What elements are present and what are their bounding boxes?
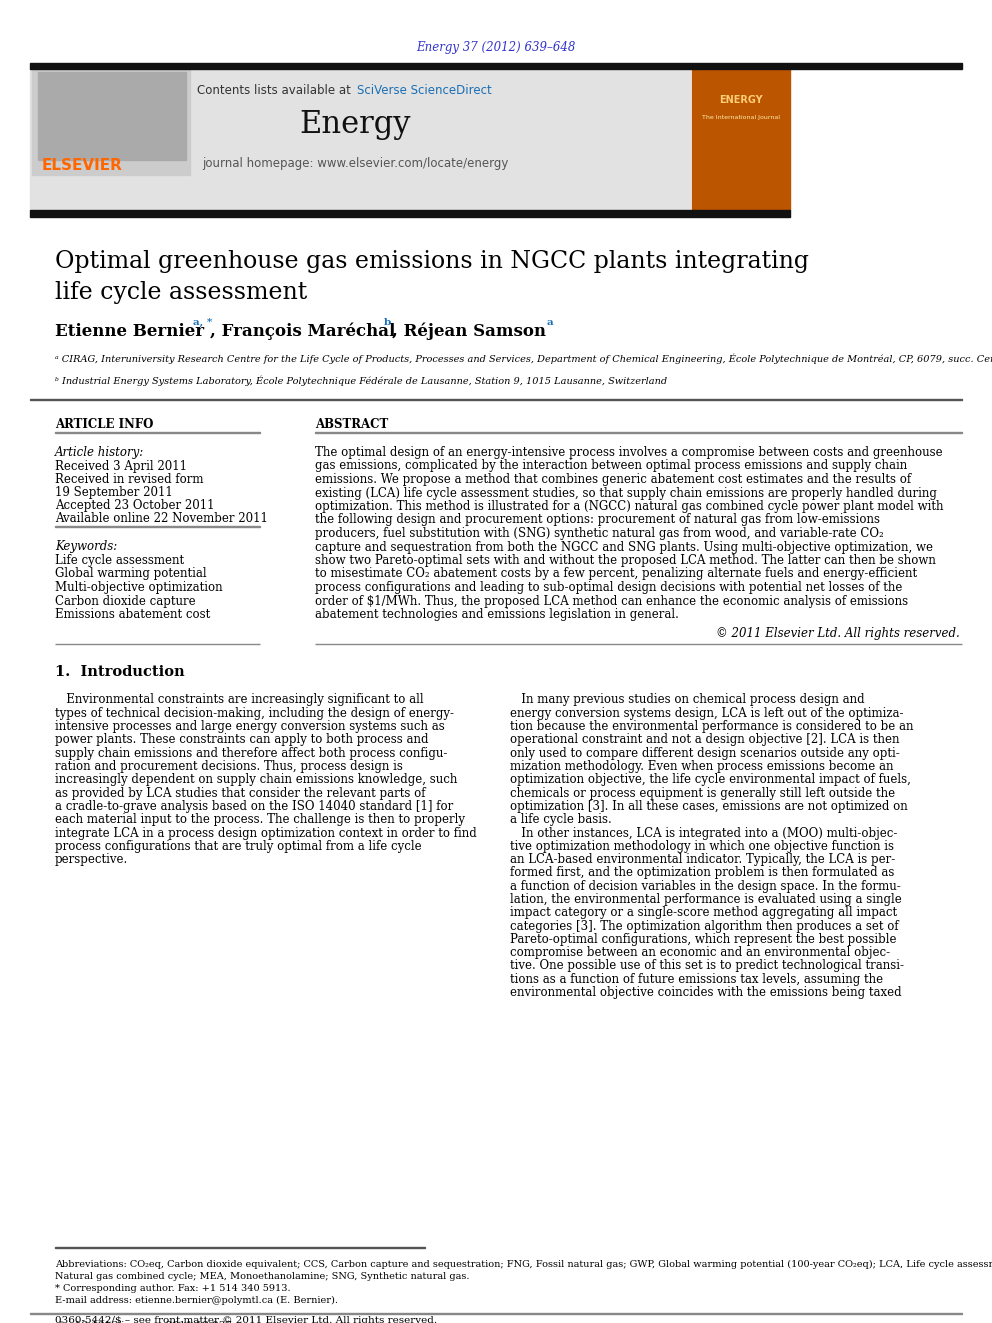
Text: impact category or a single-score method aggregating all impact: impact category or a single-score method… [510, 906, 897, 919]
Text: order of $1/MWh. Thus, the proposed LCA method can enhance the economic analysis: order of $1/MWh. Thus, the proposed LCA … [315, 594, 908, 607]
Text: intensive processes and large energy conversion systems such as: intensive processes and large energy con… [55, 720, 444, 733]
Text: Global warming potential: Global warming potential [55, 568, 206, 581]
Text: operational constraint and not a design objective [2]. LCA is then: operational constraint and not a design … [510, 733, 900, 746]
Text: SciVerse ScienceDirect: SciVerse ScienceDirect [357, 83, 492, 97]
Text: process configurations and leading to sub-optimal design decisions with potentia: process configurations and leading to su… [315, 581, 903, 594]
Text: In other instances, LCA is integrated into a (MOO) multi-objec-: In other instances, LCA is integrated in… [510, 827, 898, 840]
Text: The optimal design of an energy-intensive process involves a compromise between : The optimal design of an energy-intensiv… [315, 446, 942, 459]
Text: compromise between an economic and an environmental objec-: compromise between an economic and an en… [510, 946, 890, 959]
Text: mization methodology. Even when process emissions become an: mization methodology. Even when process … [510, 759, 894, 773]
Text: Energy 37 (2012) 639–648: Energy 37 (2012) 639–648 [417, 41, 575, 54]
Text: existing (LCA) life cycle assessment studies, so that supply chain emissions are: existing (LCA) life cycle assessment stu… [315, 487, 936, 500]
Text: Abbreviations: CO₂eq, Carbon dioxide equivalent; CCS, Carbon capture and sequest: Abbreviations: CO₂eq, Carbon dioxide equ… [55, 1259, 992, 1269]
Text: a cradle-to-grave analysis based on the ISO 14040 standard [1] for: a cradle-to-grave analysis based on the … [55, 800, 453, 812]
Text: ABSTRACT: ABSTRACT [315, 418, 388, 431]
Bar [38, 71, 186, 160]
Text: types of technical decision-making, including the design of energy-: types of technical decision-making, incl… [55, 706, 454, 720]
Text: optimization objective, the life cycle environmental impact of fuels,: optimization objective, the life cycle e… [510, 774, 911, 786]
Text: Optimal greenhouse gas emissions in NGCC plants integrating: Optimal greenhouse gas emissions in NGCC… [55, 250, 809, 273]
Text: Natural gas combined cycle; MEA, Monoethanolamine; SNG, Synthetic natural gas.: Natural gas combined cycle; MEA, Monoeth… [55, 1271, 469, 1281]
Text: energy conversion systems design, LCA is left out of the optimiza-: energy conversion systems design, LCA is… [510, 706, 904, 720]
Text: 1.  Introduction: 1. Introduction [55, 665, 185, 680]
Text: only used to compare different design scenarios outside any opti-: only used to compare different design sc… [510, 746, 900, 759]
Text: categories [3]. The optimization algorithm then produces a set of: categories [3]. The optimization algorit… [510, 919, 899, 933]
Text: supply chain emissions and therefore affect both process configu-: supply chain emissions and therefore aff… [55, 746, 447, 759]
Text: Received 3 April 2011: Received 3 April 2011 [55, 460, 187, 474]
Text: ration and procurement decisions. Thus, process design is: ration and procurement decisions. Thus, … [55, 759, 403, 773]
Text: increasingly dependent on supply chain emissions knowledge, such: increasingly dependent on supply chain e… [55, 774, 457, 786]
Text: © 2011 Elsevier Ltd. All rights reserved.: © 2011 Elsevier Ltd. All rights reserved… [716, 627, 960, 640]
Text: gas emissions, complicated by the interaction between optimal process emissions : gas emissions, complicated by the intera… [315, 459, 908, 472]
Text: a function of decision variables in the design space. In the formu-: a function of decision variables in the … [510, 880, 901, 893]
Text: lation, the environmental performance is evaluated using a single: lation, the environmental performance is… [510, 893, 902, 906]
Text: formed first, and the optimization problem is then formulated as: formed first, and the optimization probl… [510, 867, 895, 880]
Text: Environmental constraints are increasingly significant to all: Environmental constraints are increasing… [55, 693, 424, 706]
Bar [30, 67, 690, 210]
Bar [30, 210, 790, 217]
Text: tions as a function of future emissions tax levels, assuming the: tions as a function of future emissions … [510, 972, 883, 986]
Text: ᵇ Industrial Energy Systems Laboratory, École Polytechnique Fédérale de Lausanne: ᵇ Industrial Energy Systems Laboratory, … [55, 374, 668, 385]
Text: E-mail address: etienne.bernier@polymtl.ca (E. Bernier).: E-mail address: etienne.bernier@polymtl.… [55, 1297, 338, 1304]
Text: ARTICLE INFO: ARTICLE INFO [55, 418, 154, 431]
Text: life cycle assessment: life cycle assessment [55, 280, 308, 304]
Text: optimization [3]. In all these cases, emissions are not optimized on: optimization [3]. In all these cases, em… [510, 800, 908, 812]
Text: process configurations that are truly optimal from a life cycle: process configurations that are truly op… [55, 840, 422, 853]
Text: tion because the environmental performance is considered to be an: tion because the environmental performan… [510, 720, 914, 733]
Text: , François Maréchal: , François Maréchal [210, 323, 396, 340]
Text: each material input to the process. The challenge is then to properly: each material input to the process. The … [55, 814, 465, 826]
Text: as provided by LCA studies that consider the relevant parts of: as provided by LCA studies that consider… [55, 787, 426, 799]
Text: The International Journal: The International Journal [702, 115, 780, 120]
Text: a life cycle basis.: a life cycle basis. [510, 814, 612, 826]
Bar [692, 67, 790, 210]
Text: Article history:: Article history: [55, 446, 144, 459]
Bar [30, 64, 962, 69]
Text: Emissions abatement cost: Emissions abatement cost [55, 609, 210, 620]
Text: Multi-objective optimization: Multi-objective optimization [55, 581, 222, 594]
Text: Contents lists available at: Contents lists available at [197, 83, 355, 97]
Bar [32, 70, 190, 175]
Text: doi:10.1016/j.energy.2011.10.037: doi:10.1016/j.energy.2011.10.037 [55, 1320, 232, 1323]
Text: abatement technologies and emissions legislation in general.: abatement technologies and emissions leg… [315, 609, 679, 620]
Text: Energy: Energy [300, 110, 411, 140]
Text: chemicals or process equipment is generally still left outside the: chemicals or process equipment is genera… [510, 787, 895, 799]
Text: ENERGY: ENERGY [719, 95, 763, 105]
Text: a, *: a, * [193, 318, 212, 327]
Text: b: b [384, 318, 391, 327]
Text: producers, fuel substitution with (SNG) synthetic natural gas from wood, and var: producers, fuel substitution with (SNG) … [315, 527, 884, 540]
Text: Carbon dioxide capture: Carbon dioxide capture [55, 594, 195, 607]
Text: integrate LCA in a process design optimization context in order to find: integrate LCA in a process design optimi… [55, 827, 477, 840]
Text: journal homepage: www.elsevier.com/locate/energy: journal homepage: www.elsevier.com/locat… [201, 156, 508, 169]
Text: emissions. We propose a method that combines generic abatement cost estimates an: emissions. We propose a method that comb… [315, 474, 911, 486]
Text: capture and sequestration from both the NGCC and SNG plants. Using multi-objecti: capture and sequestration from both the … [315, 541, 933, 553]
Text: ELSEVIER: ELSEVIER [42, 157, 123, 173]
Text: In many previous studies on chemical process design and: In many previous studies on chemical pro… [510, 693, 865, 706]
Text: environmental objective coincides with the emissions being taxed: environmental objective coincides with t… [510, 986, 902, 999]
Text: show two Pareto-optimal sets with and without the proposed LCA method. The latte: show two Pareto-optimal sets with and wi… [315, 554, 935, 568]
Text: power plants. These constraints can apply to both process and: power plants. These constraints can appl… [55, 733, 429, 746]
Text: Received in revised form: Received in revised form [55, 474, 203, 486]
Text: Available online 22 November 2011: Available online 22 November 2011 [55, 512, 268, 525]
Text: the following design and procurement options: procurement of natural gas from lo: the following design and procurement opt… [315, 513, 880, 527]
Text: Life cycle assessment: Life cycle assessment [55, 554, 185, 568]
Text: optimization. This method is illustrated for a (NGCC) natural gas combined cycle: optimization. This method is illustrated… [315, 500, 943, 513]
Text: 19 September 2011: 19 September 2011 [55, 486, 173, 499]
Text: Etienne Bernier: Etienne Bernier [55, 323, 204, 340]
Text: a: a [547, 318, 554, 327]
Text: Pareto-optimal configurations, which represent the best possible: Pareto-optimal configurations, which rep… [510, 933, 897, 946]
Text: tive optimization methodology in which one objective function is: tive optimization methodology in which o… [510, 840, 894, 853]
Text: to misestimate CO₂ abatement costs by a few percent, penalizing alternate fuels : to misestimate CO₂ abatement costs by a … [315, 568, 918, 581]
Text: , Réjean Samson: , Réjean Samson [392, 323, 546, 340]
Text: an LCA-based environmental indicator. Typically, the LCA is per-: an LCA-based environmental indicator. Ty… [510, 853, 895, 867]
Text: Accepted 23 October 2011: Accepted 23 October 2011 [55, 499, 214, 512]
Text: * Corresponding author. Fax: +1 514 340 5913.: * Corresponding author. Fax: +1 514 340 … [55, 1285, 291, 1293]
Text: ᵃ CIRAG, Interuniversity Research Centre for the Life Cycle of Products, Process: ᵃ CIRAG, Interuniversity Research Centre… [55, 355, 992, 365]
Text: perspective.: perspective. [55, 853, 128, 867]
Text: tive. One possible use of this set is to predict technological transi-: tive. One possible use of this set is to… [510, 959, 904, 972]
Text: Keywords:: Keywords: [55, 540, 117, 553]
Text: 0360-5442/$ – see front matter © 2011 Elsevier Ltd. All rights reserved.: 0360-5442/$ – see front matter © 2011 El… [55, 1316, 437, 1323]
